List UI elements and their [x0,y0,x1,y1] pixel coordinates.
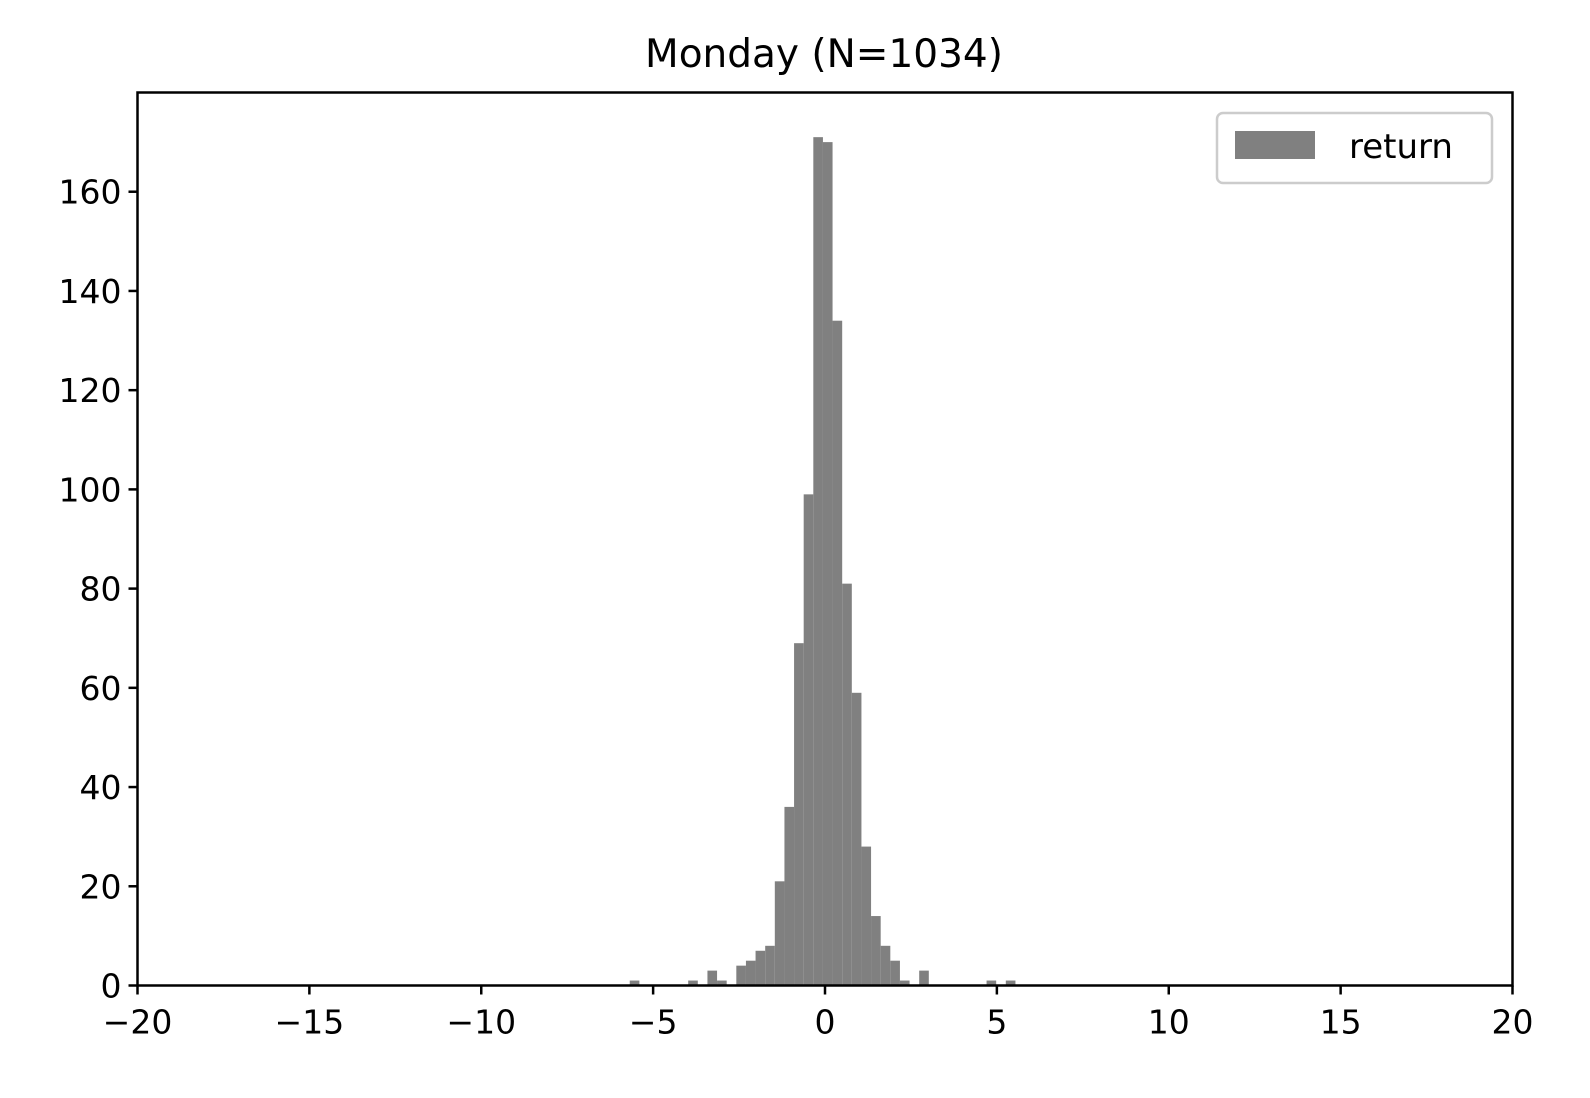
x-axis: −20 −15 −10 −5 0 5 10 15 20 [103,985,1534,1042]
x-tick-label: −20 [103,1003,173,1042]
histogram-bar [871,916,881,986]
y-tick-label: 140 [59,272,122,311]
y-tick-label: 80 [80,570,122,609]
histogram-bar [629,980,640,986]
histogram-bar [794,643,804,986]
histogram-bar [707,970,718,986]
chart-title: Monday (N=1034) [645,32,1003,77]
histogram-bar [890,960,900,986]
x-tick-label: 5 [986,1003,1007,1042]
x-tick-label: −5 [629,1003,678,1042]
histogram-bars [629,137,1016,986]
legend-box [1215,111,1494,185]
histogram-bar [717,980,727,986]
legend-label-return: return [1349,127,1453,167]
histogram-bar [832,320,843,986]
histogram-bar [822,142,833,986]
histogram-bar [688,980,698,986]
histogram-bar [736,965,746,986]
histogram-bar [755,950,766,986]
x-tick-label: −15 [275,1003,345,1042]
x-tick-label: 20 [1492,1003,1534,1042]
histogram-bar [813,137,823,986]
legend-swatch [1235,131,1315,159]
x-tick-label: 15 [1320,1003,1362,1042]
histogram-bar [880,945,891,986]
y-tick-label: 160 [59,173,122,212]
histogram-bar [745,960,756,986]
y-tick-label: 40 [80,768,122,807]
histogram-bar [784,806,795,986]
y-tick-label: 0 [101,967,122,1006]
histogram-bar [774,881,785,986]
histogram-bar [851,692,862,986]
x-tick-label: 10 [1148,1003,1190,1042]
histogram-bar [899,980,910,986]
legend: return [1215,111,1494,185]
histogram-bar [803,494,814,986]
y-tick-label: 120 [59,371,122,410]
y-tick-label: 100 [59,470,122,509]
histogram-bar [765,945,775,986]
y-axis: 0 20 40 60 80 100 120 140 160 [59,173,138,1006]
histogram-bar [919,970,929,986]
histogram-bar [842,583,852,986]
y-tick-label: 60 [80,669,122,708]
histogram-bar [1005,980,1016,986]
y-tick-label: 20 [80,867,122,906]
histogram-bar [986,980,997,986]
histogram-bar [861,846,872,986]
x-tick-label: 0 [815,1003,836,1042]
x-tick-label: −10 [446,1003,516,1042]
